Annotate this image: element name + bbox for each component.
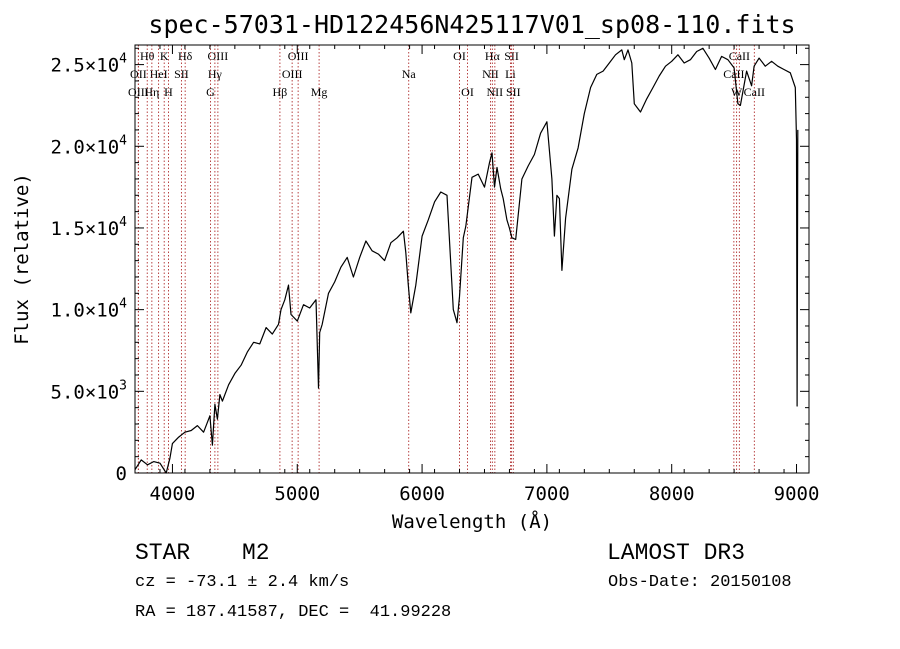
line-label: Hδ <box>178 49 193 63</box>
line-label: HeI <box>150 67 168 81</box>
x-tick-label: 4000 <box>150 483 196 505</box>
line-label: SII <box>504 49 519 63</box>
y-tick-exponent: 4 <box>119 215 127 230</box>
y-axis-label: Flux (relative) <box>11 173 33 345</box>
line-label: OIII <box>208 49 229 63</box>
object-class: STAR <box>135 540 191 566</box>
y-tick-label: 2.0×104 <box>51 133 128 158</box>
line-label: Hα <box>485 49 501 63</box>
y-tick-label: 1.5×104 <box>51 215 128 240</box>
line-label: OI <box>453 49 466 63</box>
y-tick-mantissa: 1.5×10 <box>51 218 120 240</box>
y-tick-mantissa: 5.0×10 <box>51 381 120 403</box>
y-tick-label: 5.0×103 <box>51 378 127 403</box>
y-tick-exponent: 4 <box>119 52 127 67</box>
obs-date: Obs-Date: 20150108 <box>608 573 792 592</box>
line-label: NII <box>482 67 499 81</box>
line-label: Hη <box>144 85 159 99</box>
y-tick-exponent: 4 <box>119 133 127 148</box>
spectrum-line <box>134 47 799 474</box>
line-label: K <box>160 49 169 63</box>
x-axis-label: Wavelength (Å) <box>392 510 552 533</box>
coordinates: RA = 187.41587, DEC = 41.99228 <box>135 603 452 622</box>
x-axis-ticks: 4000 5000 6000 7000 8000 9000 <box>134 45 820 505</box>
line-label: OI <box>461 85 474 99</box>
y-tick-mantissa: 1.0×10 <box>51 300 120 322</box>
y-tick-exponent: 4 <box>119 297 127 312</box>
line-label: SII <box>174 67 189 81</box>
x-tick-label: 8000 <box>649 483 695 505</box>
plot-frame <box>134 44 810 474</box>
line-label: NII <box>487 85 504 99</box>
line-label: CaII <box>744 85 765 99</box>
line-label: H <box>164 85 173 99</box>
y-tick-mantissa: 2.5×10 <box>51 55 120 77</box>
line-label: Na <box>402 67 417 81</box>
line-label: OIII <box>282 67 303 81</box>
y-tick-exponent: 3 <box>119 378 127 393</box>
line-label: SII <box>506 85 521 99</box>
x-tick-label: 7000 <box>524 483 570 505</box>
line-label: Mg <box>311 85 328 99</box>
y-tick-label: 0 <box>116 463 127 485</box>
y-tick-mantissa: 0 <box>116 463 127 485</box>
line-label: OIII <box>128 85 149 99</box>
redshift-cz: cz = -73.1 ± 2.4 km/s <box>135 573 350 592</box>
line-label: Hβ <box>273 85 288 99</box>
line-label: CaII <box>723 67 744 81</box>
survey-name: LAMOST DR3 <box>607 540 746 566</box>
x-tick-label: 6000 <box>399 483 445 505</box>
y-tick-mantissa: 2.0×10 <box>51 136 120 158</box>
line-label: OIII <box>288 49 309 63</box>
x-tick-label: 9000 <box>774 483 820 505</box>
chart-title: spec-57031-HD122456N425117V01_sp08-110.f… <box>148 10 795 39</box>
line-label: Hγ <box>208 67 223 81</box>
line-label: Li <box>505 67 516 81</box>
object-subclass: M2 <box>242 540 270 566</box>
line-label: CaII <box>729 49 750 63</box>
line-label: G <box>206 85 215 99</box>
y-tick-label: 2.5×104 <box>51 52 128 77</box>
x-tick-label: 5000 <box>274 483 320 505</box>
y-tick-label: 1.0×104 <box>51 297 128 322</box>
line-label: Hθ <box>140 49 155 63</box>
